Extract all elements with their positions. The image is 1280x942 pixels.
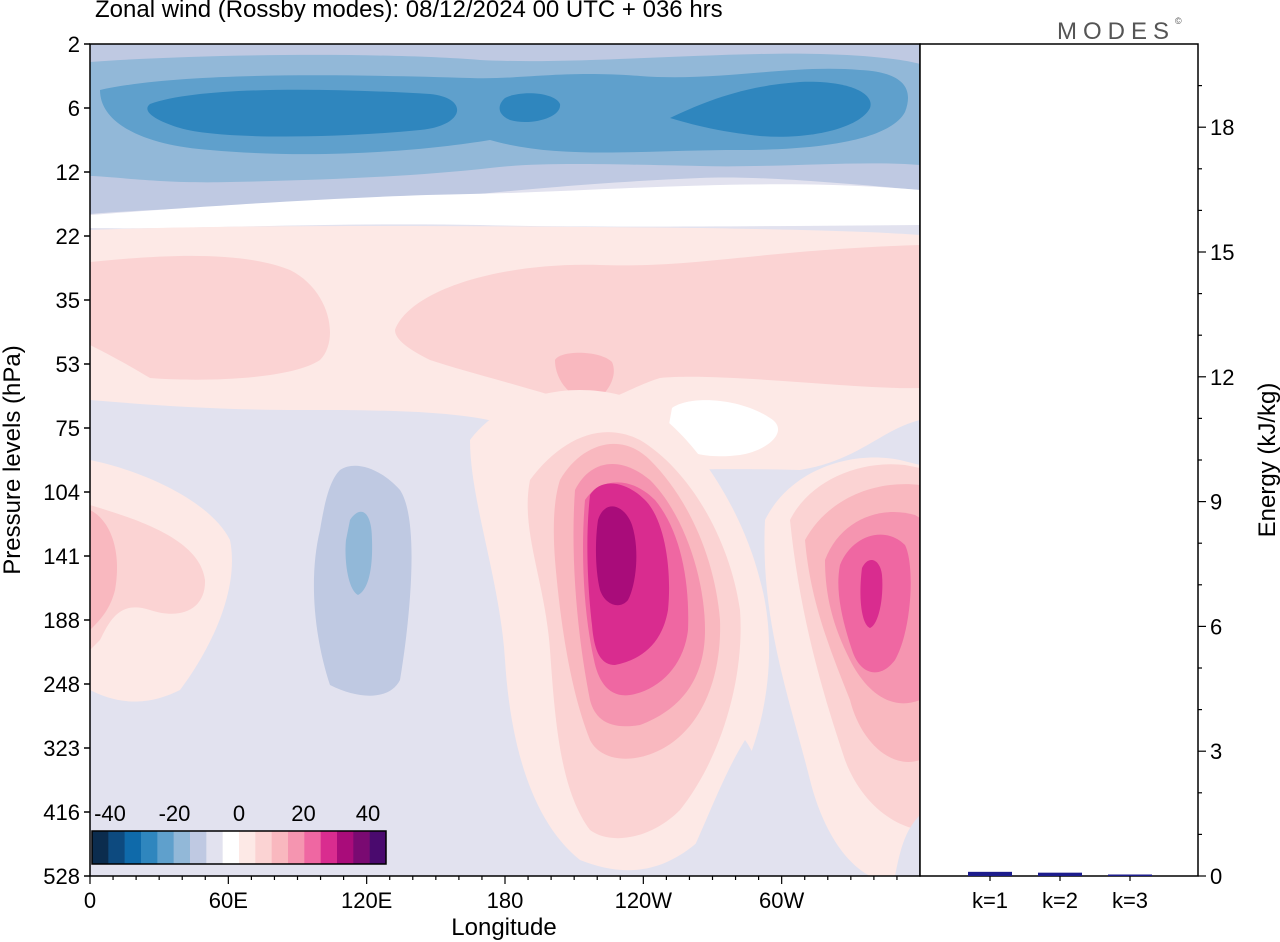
contour-white-pocket <box>668 400 779 457</box>
contour-core-60w-6 <box>860 559 883 628</box>
x-tick-label: 120E <box>341 888 392 913</box>
colorbar-label: -20 <box>159 801 191 826</box>
chart-title: Zonal wind (Rossby modes): 08/12/2024 00… <box>95 0 723 23</box>
x-tick-label: 120W <box>615 888 673 913</box>
colorbar-swatch <box>353 831 370 864</box>
energy-tick-label: 12 <box>1210 365 1234 390</box>
colorbar-swatch <box>157 831 174 864</box>
y-tick-label: 2 <box>68 32 80 57</box>
colorbar-swatch <box>206 831 223 864</box>
colorbar-swatch <box>369 831 387 864</box>
y-tick-label: 12 <box>56 160 80 185</box>
modes-logo: MODES© <box>1057 16 1182 46</box>
contour-lower-neg-3 <box>895 815 920 876</box>
colorbar-swatch <box>173 831 191 864</box>
contour-core-120w-7 <box>595 506 637 606</box>
y-tick-label: 53 <box>56 352 80 377</box>
colorbar-swatch <box>271 831 289 864</box>
colorbar-swatch <box>304 831 321 864</box>
heatmap-field <box>90 44 920 876</box>
energy-category-label: k=1 <box>972 888 1008 913</box>
energy-tick-label: 3 <box>1210 739 1222 764</box>
energy-panel-frame <box>919 43 1199 877</box>
contour-positive-west <box>90 255 330 380</box>
contour-neg-band-6 <box>670 81 871 137</box>
y-tick-label: 75 <box>56 416 80 441</box>
x-tick-label: 60E <box>209 888 248 913</box>
y-tick-label: 6 <box>68 96 80 121</box>
colorbar-swatch <box>108 831 125 864</box>
colorbar-swatch <box>320 831 338 864</box>
y-tick-label: 323 <box>43 736 80 761</box>
contour-neg-band-4 <box>147 89 458 137</box>
x-axis-label: Longitude <box>451 914 556 941</box>
y-tick-label: 141 <box>43 544 80 569</box>
logo-mark: © <box>1175 16 1182 26</box>
colorbar-label: 20 <box>291 801 315 826</box>
y-axis-label: Pressure levels (hPa) <box>0 345 26 574</box>
y-tick-label: 528 <box>43 864 80 889</box>
energy-tick-label: 18 <box>1210 115 1234 140</box>
colorbar-swatch <box>141 831 158 864</box>
colorbar-frame <box>91 830 387 865</box>
colorbar-label: 0 <box>233 801 245 826</box>
x-tick-label: 60W <box>759 888 804 913</box>
energy-tick-label: 15 <box>1210 240 1234 265</box>
colorbar-swatch <box>124 831 142 864</box>
y-tick-label: 188 <box>43 608 80 633</box>
y-tick-label: 35 <box>56 288 80 313</box>
x-tick-label: 0 <box>84 888 96 913</box>
y-tick-label: 416 <box>43 800 80 825</box>
colorbar-swatch <box>222 831 240 864</box>
colorbar-swatch <box>190 831 207 864</box>
energy-axis-label: Energy (kJ/kg) <box>1254 383 1280 538</box>
energy-bar <box>968 871 1012 876</box>
colorbar-swatch <box>92 831 109 864</box>
y-tick-label: 22 <box>56 224 80 249</box>
contour-lower-neg-2 <box>680 740 790 876</box>
contour-west-edge-2 <box>90 505 206 650</box>
logo-text: MODES <box>1057 18 1176 45</box>
y-axis-ticks: 2 6 12 22 35 53 75 104 141 188 248 323 416 528 <box>43 32 90 889</box>
x-tick-label: 180 <box>487 888 524 913</box>
energy-category-label: k=2 <box>1042 888 1078 913</box>
contour-positive-east <box>395 245 920 405</box>
colorbar-label: -40 <box>94 801 126 826</box>
energy-tick-label: 0 <box>1210 864 1222 889</box>
colorbar-swatch <box>255 831 272 864</box>
y-tick-label: 248 <box>43 672 80 697</box>
contour-pale-zone <box>90 184 920 229</box>
colorbar-swatch <box>337 831 354 864</box>
colorbar-swatch <box>239 831 256 864</box>
energy-axis-ticks: 0 3 6 9 12 15 18 <box>1198 84 1234 889</box>
energy-category-label: k=3 <box>1112 888 1148 913</box>
colorbar-label: 40 <box>356 801 380 826</box>
contour-neg-core-2 <box>345 511 373 595</box>
energy-bar <box>1038 872 1082 876</box>
contour-west-edge-3 <box>90 510 118 630</box>
colorbar-swatch <box>288 831 305 864</box>
colorbar: -40 -20 0 20 40 <box>91 801 387 865</box>
energy-tick-label: 9 <box>1210 490 1222 515</box>
energy-bars: k=1 k=2 k=3 <box>968 871 1152 913</box>
contour-positive-core-small <box>555 352 614 402</box>
y-tick-label: 104 <box>43 480 80 505</box>
energy-tick-label: 6 <box>1210 614 1222 639</box>
x-axis-ticks: 0 60E 120E 180 120W 60W <box>84 876 898 913</box>
contour-neg-band-5 <box>499 93 561 123</box>
energy-bar <box>1108 874 1152 876</box>
